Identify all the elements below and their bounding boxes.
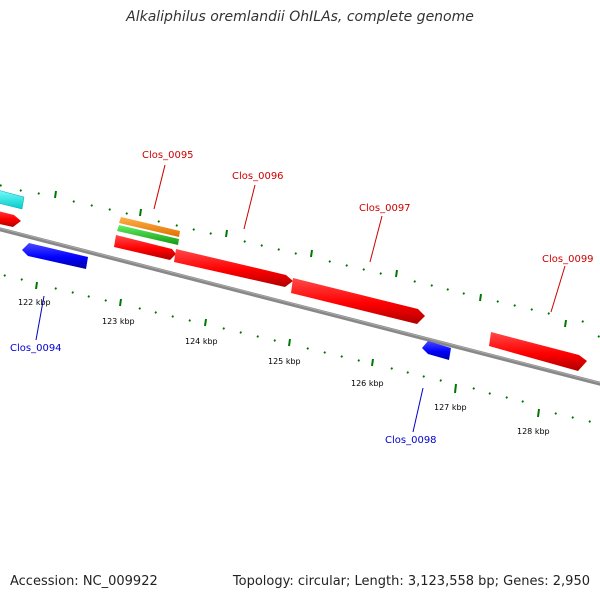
- gene-label-clos-0096[interactable]: Clos_0096: [232, 171, 284, 182]
- feature-orange-bar[interactable]: [119, 217, 180, 237]
- accession-text: Accession: NC_009922: [10, 574, 158, 589]
- leader-clos-0096: [243, 184, 256, 230]
- gene-arrow-clos-0099[interactable]: [489, 332, 587, 371]
- gene-arrow-partial-cyan[interactable]: [0, 188, 25, 210]
- feature-green-bar[interactable]: [117, 225, 179, 245]
- scale-label-126kbp: 126 kbp: [351, 379, 384, 388]
- outer-tick-track: [0, 184, 600, 338]
- scale-label-122kbp: 122 kbp: [18, 298, 51, 307]
- gene-arrow-clos-0094[interactable]: [22, 243, 88, 269]
- scale-label-123kbp: 123 kbp: [102, 317, 135, 326]
- gene-label-clos-0099[interactable]: Clos_0099: [542, 254, 594, 265]
- gene-label-clos-0097[interactable]: Clos_0097: [359, 203, 411, 214]
- scale-label-124kbp: 124 kbp: [185, 337, 218, 346]
- gene-arrow-clos-0098[interactable]: [422, 341, 451, 360]
- leader-clos-0097: [369, 215, 383, 263]
- gene-label-clos-0098[interactable]: Clos_0098: [385, 435, 437, 446]
- leader-clos-0095: [153, 164, 166, 210]
- gene-arrow-clos-0095[interactable]: [114, 235, 176, 260]
- gene-arrow-partial-red[interactable]: [0, 209, 21, 227]
- genome-backbone: [0, 227, 600, 386]
- gene-label-clos-0094[interactable]: Clos_0094: [10, 343, 62, 354]
- gene-label-clos-0095[interactable]: Clos_0095: [142, 150, 194, 161]
- scale-label-127kbp: 127 kbp: [434, 403, 467, 412]
- leader-clos-0098: [412, 387, 424, 433]
- gene-arrow-clos-0097[interactable]: [291, 278, 425, 324]
- leader-clos-0099: [550, 265, 566, 313]
- inner-tick-track: [3, 274, 592, 423]
- gene-arrow-clos-0096[interactable]: [174, 249, 293, 287]
- scale-label-128kbp: 128 kbp: [517, 427, 550, 436]
- map-title: Alkaliphilus oremlandii OhILAs, complete…: [126, 9, 474, 25]
- scale-label-125kbp: 125 kbp: [268, 357, 301, 366]
- leader-clos-0094: [35, 295, 45, 341]
- genome-summary-text: Topology: circular; Length: 3,123,558 bp…: [232, 574, 590, 589]
